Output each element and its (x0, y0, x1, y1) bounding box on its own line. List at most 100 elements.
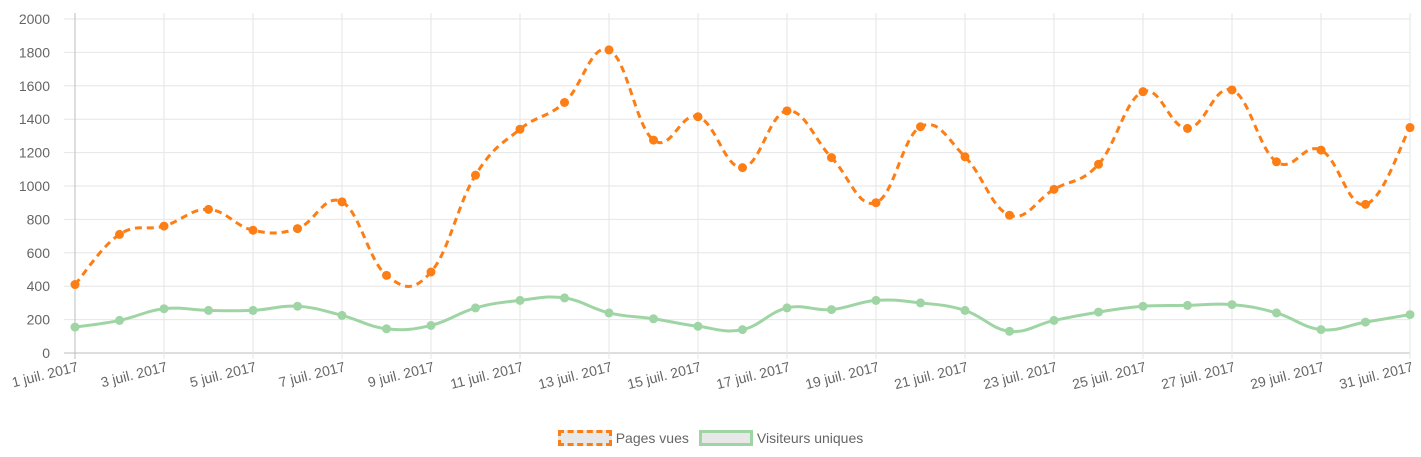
x-tick-label: 25 juil. 2017 (1071, 358, 1148, 392)
data-point-visiteurs-uniques[interactable] (1094, 307, 1103, 317)
y-tick-label: 1800 (19, 44, 50, 60)
legend[interactable]: Pages vues Visiteurs uniques (0, 430, 1421, 446)
data-point-pages-vues[interactable] (1316, 145, 1326, 155)
data-point-visiteurs-uniques[interactable] (782, 303, 792, 313)
data-point-visiteurs-uniques[interactable] (871, 295, 881, 305)
data-point-visiteurs-uniques[interactable] (560, 293, 569, 303)
x-tick-label: 29 juil. 2017 (1249, 358, 1326, 392)
data-point-visiteurs-uniques[interactable] (471, 303, 480, 313)
data-point-pages-vues[interactable] (337, 197, 347, 207)
x-tick-label: 27 juil. 2017 (1160, 358, 1237, 392)
data-point-pages-vues[interactable] (293, 224, 302, 234)
x-tick-label: 7 juil. 2017 (277, 358, 347, 390)
x-tick-label: 19 juil. 2017 (804, 358, 881, 392)
legend-swatch-pages-vues (557, 430, 612, 446)
data-point-visiteurs-uniques[interactable] (1361, 317, 1370, 327)
x-tick-label: 1 juil. 2017 (10, 358, 80, 390)
data-point-visiteurs-uniques[interactable] (1138, 301, 1148, 311)
data-point-pages-vues[interactable] (1005, 210, 1014, 220)
line-chart: 0 200 400 600 800 1000 1200 1400 1600 1800 2000 1 … (10, 11, 1415, 392)
y-tick-label: 2000 (19, 11, 50, 27)
data-point-pages-vues[interactable] (382, 270, 391, 280)
data-point-pages-vues[interactable] (70, 280, 80, 290)
x-tick-label: 21 juil. 2017 (893, 358, 970, 392)
data-point-pages-vues[interactable] (1361, 199, 1370, 209)
x-tick-label: 31 juil. 2017 (1338, 358, 1415, 392)
data-point-visiteurs-uniques[interactable] (515, 295, 525, 305)
y-tick-label: 200 (27, 312, 51, 328)
x-axis-tick-labels: 1 juil. 2017 3 juil. 2017 5 juil. 2017 7 ju… (10, 358, 1415, 392)
data-point-visiteurs-uniques[interactable] (693, 321, 703, 331)
data-point-visiteurs-uniques[interactable] (960, 305, 970, 315)
data-point-visiteurs-uniques[interactable] (382, 324, 391, 334)
legend-swatch-visiteurs-uniques (698, 430, 753, 446)
data-point-pages-vues[interactable] (1049, 184, 1059, 194)
data-point-pages-vues[interactable] (1138, 87, 1148, 97)
data-point-pages-vues[interactable] (1227, 85, 1237, 95)
x-tick-label: 15 juil. 2017 (626, 358, 703, 392)
y-tick-label: 1200 (19, 145, 50, 161)
x-tick-label: 23 juil. 2017 (982, 358, 1059, 392)
data-point-pages-vues[interactable] (693, 112, 703, 122)
legend-item-visiteurs-uniques[interactable]: Visiteurs uniques (698, 430, 864, 446)
data-point-visiteurs-uniques[interactable] (1316, 325, 1326, 335)
data-point-visiteurs-uniques[interactable] (337, 310, 347, 320)
y-tick-label: 0 (42, 345, 50, 361)
data-point-visiteurs-uniques[interactable] (115, 315, 124, 325)
data-point-visiteurs-uniques[interactable] (1405, 310, 1415, 320)
data-point-visiteurs-uniques[interactable] (1049, 315, 1059, 325)
grid (64, 13, 1411, 359)
data-point-visiteurs-uniques[interactable] (649, 314, 658, 324)
data-point-pages-vues[interactable] (827, 153, 836, 163)
data-point-visiteurs-uniques[interactable] (604, 308, 614, 318)
data-point-visiteurs-uniques[interactable] (204, 305, 213, 315)
data-point-pages-vues[interactable] (1183, 123, 1192, 133)
legend-label-visiteurs-uniques: Visiteurs uniques (756, 430, 864, 446)
data-point-pages-vues[interactable] (248, 225, 258, 235)
data-point-visiteurs-uniques[interactable] (738, 325, 747, 335)
data-point-pages-vues[interactable] (471, 170, 480, 180)
data-point-pages-vues[interactable] (204, 204, 213, 214)
y-tick-label: 1600 (19, 78, 50, 94)
data-point-pages-vues[interactable] (871, 198, 881, 208)
data-point-pages-vues[interactable] (515, 124, 525, 134)
data-point-visiteurs-uniques[interactable] (1183, 300, 1192, 310)
data-point-pages-vues[interactable] (1405, 123, 1415, 133)
data-point-pages-vues[interactable] (426, 267, 436, 277)
data-point-pages-vues[interactable] (649, 135, 658, 145)
x-tick-label: 11 juil. 2017 (449, 358, 525, 392)
data-point-visiteurs-uniques[interactable] (1005, 326, 1014, 336)
series-lines (73, 47, 1412, 334)
data-point-pages-vues[interactable] (738, 163, 747, 173)
data-point-visiteurs-uniques[interactable] (827, 305, 836, 315)
data-point-pages-vues[interactable] (1094, 159, 1103, 169)
data-point-pages-vues[interactable] (782, 106, 792, 116)
x-tick-label: 3 juil. 2017 (99, 358, 169, 390)
data-point-pages-vues[interactable] (1272, 157, 1281, 167)
y-tick-label: 400 (27, 278, 51, 294)
data-point-visiteurs-uniques[interactable] (1227, 300, 1237, 310)
data-point-visiteurs-uniques[interactable] (916, 298, 925, 308)
x-tick-label: 5 juil. 2017 (188, 358, 258, 390)
legend-label-pages-vues: Pages vues (615, 430, 689, 446)
data-point-visiteurs-uniques[interactable] (1272, 308, 1281, 318)
data-point-pages-vues[interactable] (159, 221, 169, 231)
y-tick-label: 800 (27, 211, 51, 227)
x-tick-label: 17 juil. 2017 (715, 358, 792, 392)
legend-item-pages-vues[interactable]: Pages vues (557, 430, 689, 446)
data-point-pages-vues[interactable] (960, 152, 970, 162)
data-point-visiteurs-uniques[interactable] (248, 305, 258, 315)
y-tick-label: 600 (27, 245, 51, 261)
y-axis-tick-labels: 0 200 400 600 800 1000 1200 1400 1600 1800 2000 (19, 11, 50, 361)
data-point-pages-vues[interactable] (916, 122, 925, 132)
data-point-visiteurs-uniques[interactable] (159, 304, 169, 314)
x-tick-label: 9 juil. 2017 (366, 358, 436, 390)
data-point-visiteurs-uniques[interactable] (426, 320, 436, 330)
data-point-visiteurs-uniques[interactable] (293, 301, 302, 311)
data-point-pages-vues[interactable] (115, 229, 124, 239)
y-tick-label: 1400 (19, 111, 50, 127)
data-point-visiteurs-uniques[interactable] (70, 322, 80, 332)
data-point-pages-vues[interactable] (604, 45, 614, 55)
x-tick-label: 13 juil. 2017 (537, 358, 614, 392)
data-point-pages-vues[interactable] (560, 98, 569, 107)
